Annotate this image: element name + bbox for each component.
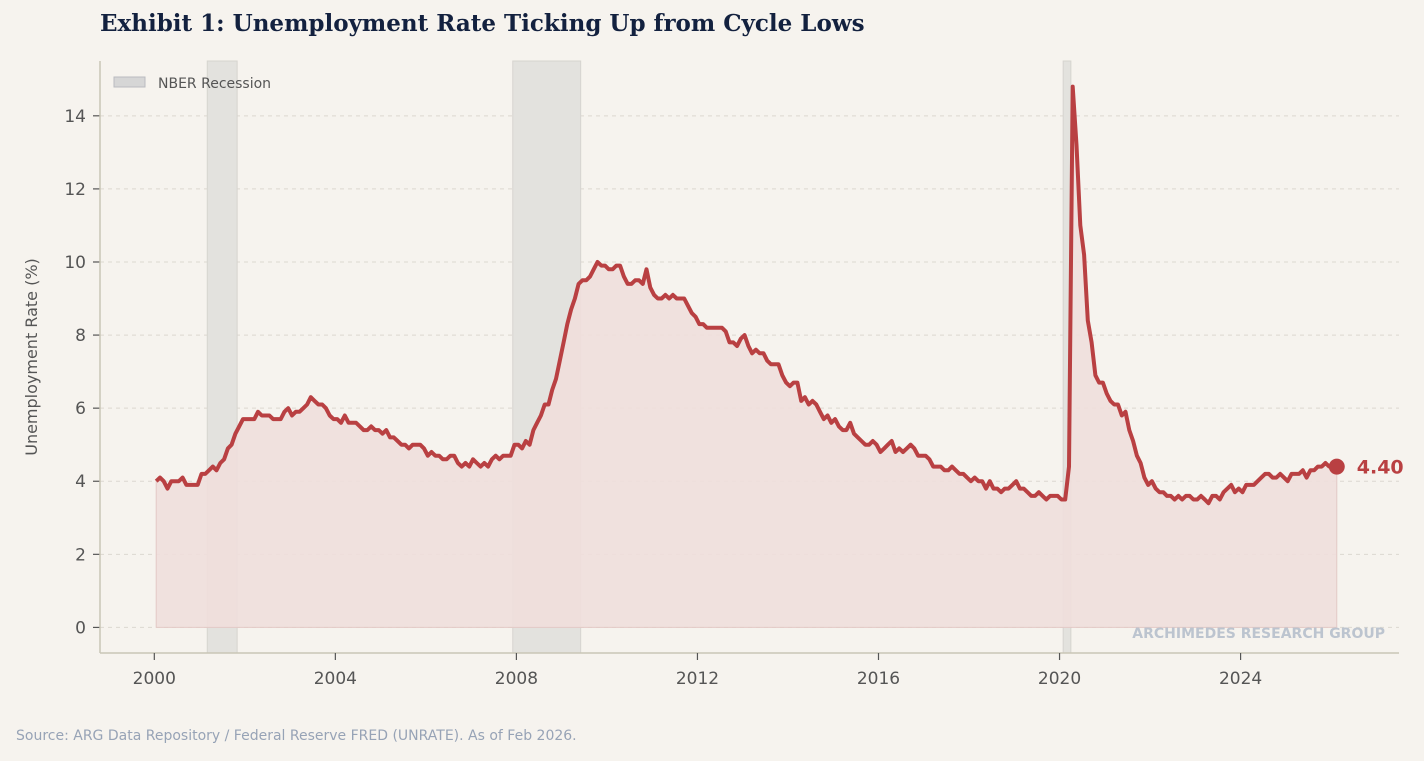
- y-tick-label: 4: [75, 472, 86, 492]
- end-point-marker: [1328, 458, 1345, 475]
- y-tick-label: 10: [64, 253, 86, 273]
- x-tick-label: 2008: [495, 669, 538, 689]
- chart-title: Exhibit 1: Unemployment Rate Ticking Up …: [100, 10, 865, 37]
- area-fill: [155, 86, 1338, 628]
- y-tick-label: 6: [75, 399, 86, 419]
- legend-swatch-recession: [113, 76, 146, 88]
- x-tick-label: 2000: [133, 669, 176, 689]
- y-tick-label: 8: [75, 326, 86, 346]
- source-note: Source: ARG Data Repository / Federal Re…: [16, 728, 577, 744]
- x-tick-label: 2024: [1219, 669, 1262, 689]
- end-value-label: 4.40: [1357, 457, 1404, 479]
- x-tick-label: 2020: [1038, 669, 1081, 689]
- y-tick-label: 2: [75, 545, 86, 565]
- y-tick-label: 14: [64, 107, 86, 127]
- watermark: ARCHIMEDES RESEARCH GROUP: [1132, 626, 1385, 642]
- y-axis-label: Unemployment Rate (%): [22, 258, 41, 456]
- y-tick-label: 12: [64, 180, 86, 200]
- x-tick-label: 2012: [676, 669, 719, 689]
- x-tick-label: 2004: [314, 669, 357, 689]
- series-line: [154, 84, 1337, 506]
- y-tick-label: 0: [75, 618, 86, 638]
- x-tick-label: 2016: [857, 669, 900, 689]
- legend-label-recession: NBER Recession: [158, 76, 271, 92]
